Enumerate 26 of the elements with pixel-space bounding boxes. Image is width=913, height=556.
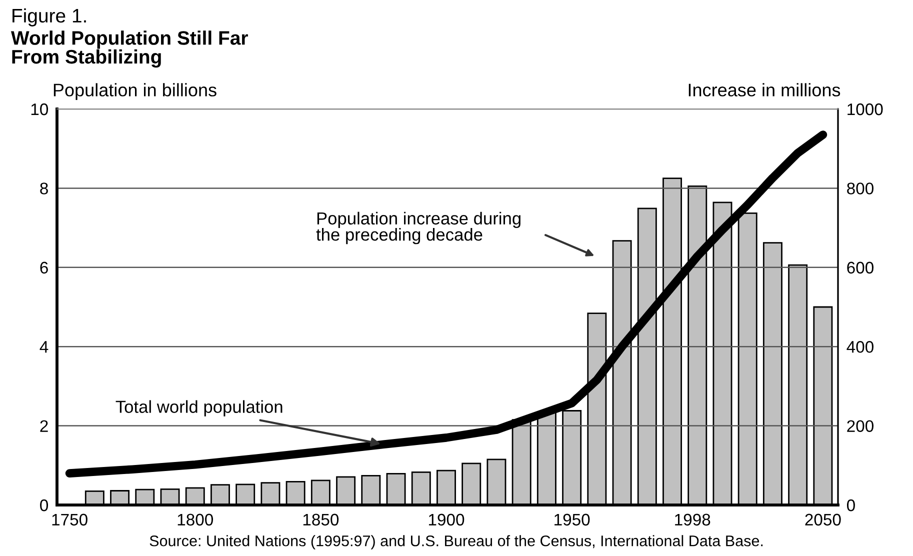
y-tick-label: 0 <box>40 499 48 512</box>
annotation: Total world population <box>116 400 282 416</box>
x-tick-label: 1998 <box>675 514 710 526</box>
y2-tick-label: 400 <box>846 341 874 353</box>
y2-axis-title: Increase in millions <box>688 83 840 96</box>
x-tick-label: 1800 <box>178 514 214 526</box>
x-tick-label: 1900 <box>428 514 464 526</box>
y-axis-title: Population in billions <box>54 83 216 100</box>
y-tick-label: 10 <box>31 103 48 116</box>
y2-tick-label: 0 <box>846 499 855 512</box>
y-tick-label: 6 <box>40 262 48 274</box>
source-note: Source: United Nations (1995:97) and U.S. Bureau of the Census, International Data Base. <box>150 535 763 550</box>
y2-tick-label: 200 <box>847 420 874 432</box>
chart-subtitle: World Population Still Far From Stabilizing <box>10 30 248 68</box>
y-tick-label: 4 <box>40 341 48 353</box>
x-tick-label: 1850 <box>303 514 339 526</box>
y2-tick-label: 1000 <box>848 103 883 116</box>
x-tick-label: 2050 <box>805 514 841 526</box>
chart-title: Figure 1. <box>12 8 86 26</box>
y2-tick-label: 800 <box>847 182 874 194</box>
x-tick-label: 1750 <box>52 514 88 526</box>
y-tick-label: 2 <box>40 420 48 432</box>
y-tick-label: 8 <box>40 182 48 194</box>
annotation: Population increase during the preceding decade <box>316 212 520 244</box>
x-tick-label: 1950 <box>554 514 590 526</box>
y2-tick-label: 600 <box>847 262 874 274</box>
